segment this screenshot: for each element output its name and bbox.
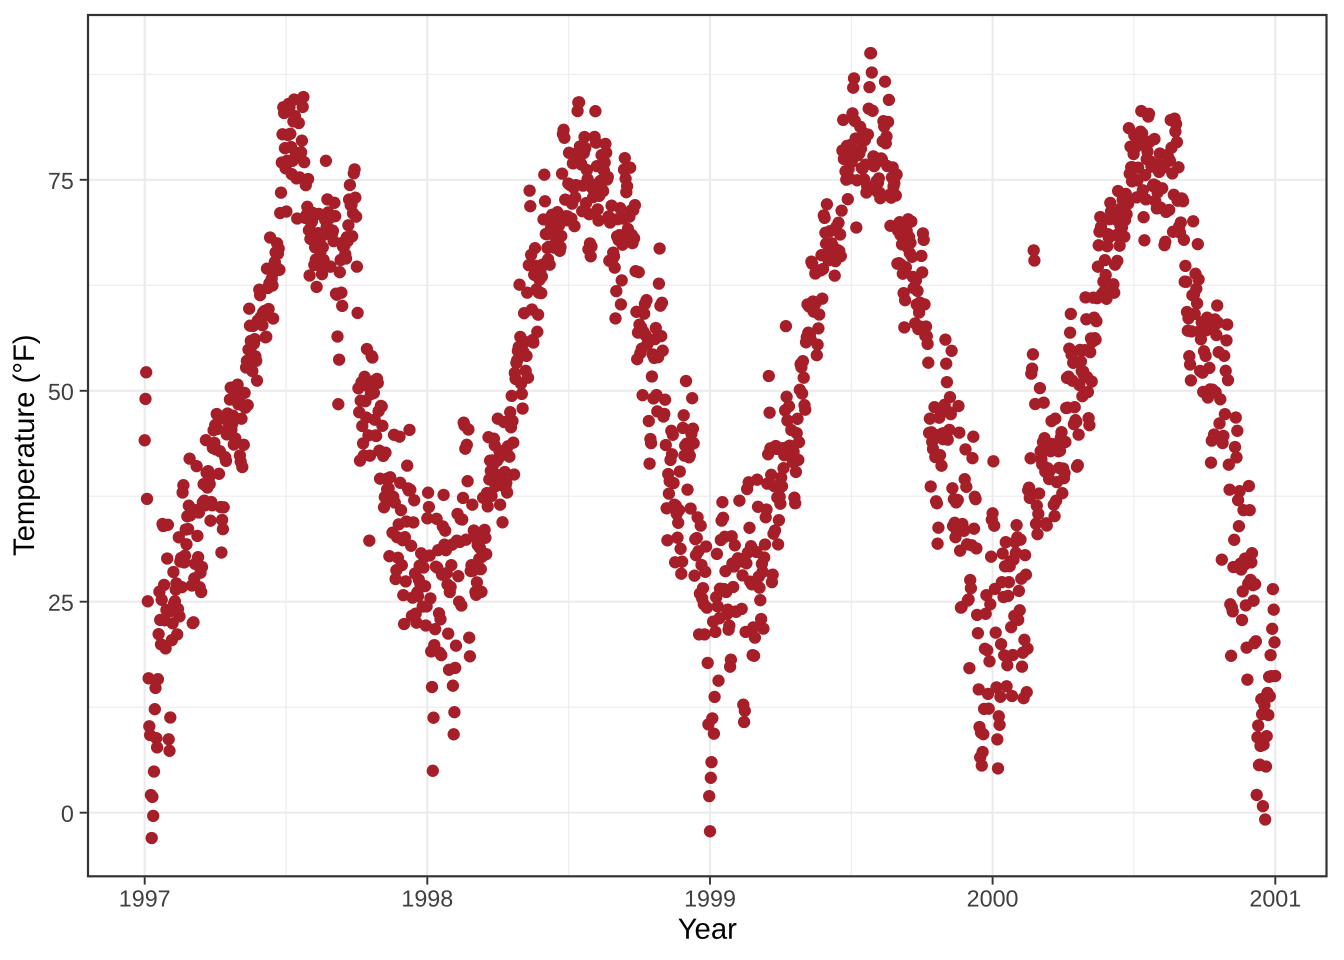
svg-text:25: 25 [48, 590, 74, 616]
svg-text:2001: 2001 [1249, 885, 1301, 911]
svg-text:75: 75 [48, 168, 74, 194]
svg-text:1998: 1998 [401, 885, 453, 911]
svg-text:1999: 1999 [684, 885, 736, 911]
svg-text:0: 0 [61, 801, 74, 827]
svg-text:Temperature (°F): Temperature (°F) [8, 334, 41, 556]
svg-text:2000: 2000 [967, 885, 1019, 911]
svg-text:1997: 1997 [119, 885, 171, 911]
svg-text:Year: Year [678, 913, 737, 946]
svg-text:50: 50 [48, 379, 74, 405]
